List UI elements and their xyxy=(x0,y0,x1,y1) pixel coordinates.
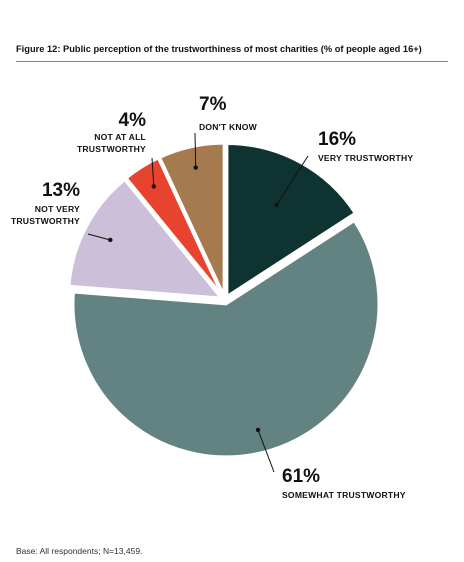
leader-dot xyxy=(274,202,279,208)
leader-dot xyxy=(108,237,113,243)
slice-category-label: DON'T KNOW xyxy=(199,122,258,132)
pie-slice-very-trustworthy xyxy=(225,141,358,300)
pie-slice-don-t-know xyxy=(157,141,226,297)
slice-category-label: SOMEWHAT TRUSTWORTHY xyxy=(282,490,406,500)
leader-dot xyxy=(193,165,198,170)
slice-value-label: 7% xyxy=(199,94,227,115)
leader-dot xyxy=(255,427,261,433)
leader-line xyxy=(87,233,111,241)
leader-line xyxy=(151,157,155,187)
base-note: Base: All respondents; N=13,459. xyxy=(16,546,143,556)
slice-value-label: 61% xyxy=(282,466,320,487)
leader-line xyxy=(257,429,275,473)
slice-category-label: TRUSTWORTHY xyxy=(77,144,146,154)
slice-value-label: 4% xyxy=(119,110,147,131)
slice-category-label: NOT VERY xyxy=(35,204,80,214)
title-divider xyxy=(16,61,448,62)
pie-slice-somewhat-trustworthy xyxy=(71,218,381,459)
slice-value-label: 13% xyxy=(42,180,80,201)
slice-category-label: NOT AT ALL xyxy=(94,132,146,142)
leader-line xyxy=(276,155,309,206)
slice-category-label: VERY TRUSTWORTHY xyxy=(318,153,413,163)
pie-slice-not-very-trustworthy xyxy=(67,177,225,300)
slice-value-label: 16% xyxy=(318,129,356,150)
slice-category-label: TRUSTWORTHY xyxy=(11,216,80,226)
leader-line xyxy=(194,132,197,168)
chart-title: Figure 12: Public perception of the trus… xyxy=(16,44,422,54)
leader-dot xyxy=(151,184,157,189)
